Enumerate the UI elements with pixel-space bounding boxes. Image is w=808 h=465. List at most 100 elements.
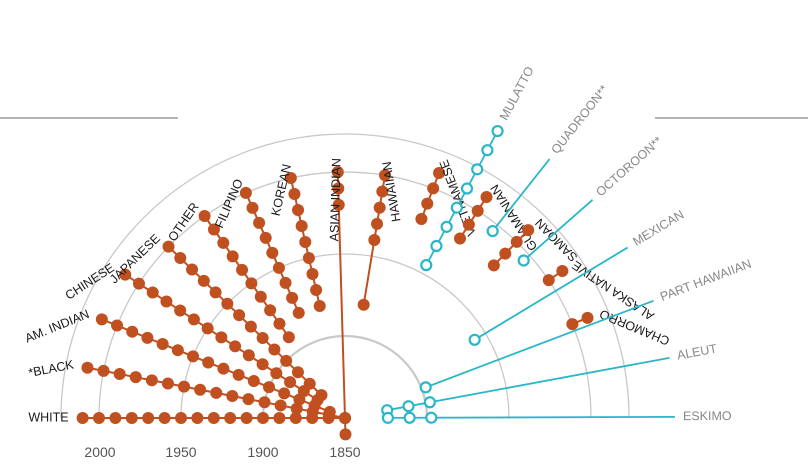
data-point	[273, 412, 286, 424]
data-point	[81, 361, 94, 374]
data-point	[233, 309, 246, 322]
category-label: ALEUT	[676, 341, 719, 362]
data-point	[453, 232, 466, 245]
data-point	[510, 235, 523, 248]
series-line	[474, 246, 629, 341]
data-point	[542, 274, 555, 287]
data-point	[368, 234, 381, 247]
data-point	[315, 389, 328, 402]
category-label: JAPANESE	[107, 231, 163, 286]
category-label: FILIPINO	[212, 177, 246, 231]
data-point	[201, 322, 214, 335]
tick-label: 1950	[165, 444, 196, 460]
data-point	[194, 383, 207, 396]
data-point	[161, 377, 174, 390]
series-line	[491, 158, 551, 232]
data-point	[381, 411, 394, 424]
data-point	[129, 371, 142, 384]
data-point	[270, 367, 283, 380]
series-line	[493, 229, 529, 267]
grid-arc	[180, 253, 510, 419]
series-octoroon: OCTOROON**	[517, 134, 665, 267]
data-point	[282, 331, 295, 344]
data-point	[229, 340, 242, 353]
data-point	[290, 402, 303, 415]
data-point	[186, 263, 199, 276]
series-asian-indian: ASIAN INDIAN	[327, 158, 352, 441]
data-point	[239, 186, 252, 199]
tick-label: 1900	[247, 444, 278, 460]
data-point	[256, 332, 269, 345]
data-point	[187, 350, 200, 363]
category-label: SAMOAN	[532, 216, 580, 265]
category-label: OCTOROON**	[593, 134, 665, 200]
series-line	[420, 172, 440, 220]
data-point	[174, 252, 187, 265]
series-line	[336, 172, 347, 435]
data-point	[178, 380, 191, 393]
data-point	[430, 239, 443, 253]
data-point	[433, 167, 446, 180]
data-point	[187, 313, 200, 326]
category-label: ESKIMO	[683, 409, 732, 423]
series-line	[425, 299, 654, 389]
series-hawaiian: HAWAIIAN	[357, 160, 403, 311]
data-point	[402, 400, 415, 413]
data-point	[242, 349, 255, 362]
data-point	[119, 268, 132, 281]
data-point	[556, 264, 569, 277]
data-point	[142, 412, 155, 424]
tick-label: 2000	[84, 444, 115, 460]
data-point	[323, 405, 336, 418]
data-point	[471, 163, 484, 176]
category-label: MEXICAN	[630, 207, 686, 248]
data-point	[471, 204, 484, 217]
data-point	[202, 356, 215, 369]
data-point	[279, 276, 292, 289]
data-point	[419, 381, 432, 394]
data-point	[480, 191, 493, 204]
data-point	[209, 286, 222, 299]
data-point	[162, 240, 175, 253]
data-point	[224, 412, 237, 424]
data-point	[284, 376, 297, 389]
data-point	[97, 364, 110, 377]
data-point	[132, 277, 145, 290]
data-point	[76, 412, 89, 424]
data-point	[111, 319, 124, 332]
data-point	[236, 263, 249, 276]
data-point	[246, 201, 259, 214]
data-point	[487, 259, 500, 272]
data-point	[171, 344, 184, 357]
data-point	[158, 412, 171, 424]
data-point	[306, 268, 319, 281]
data-point	[468, 333, 481, 346]
data-point	[226, 250, 239, 263]
data-point	[460, 182, 474, 195]
data-point	[175, 412, 187, 424]
data-point	[427, 182, 440, 195]
category-label: WHITE	[28, 410, 68, 424]
data-point	[278, 387, 291, 400]
data-point	[263, 381, 276, 394]
data-point	[266, 246, 279, 259]
series-line	[523, 199, 594, 262]
data-point	[197, 274, 210, 287]
series-line	[203, 215, 290, 338]
data-point	[486, 224, 499, 238]
data-point	[299, 236, 312, 249]
data-point	[109, 412, 122, 424]
data-point	[310, 284, 323, 297]
data-point	[303, 377, 316, 390]
data-point	[421, 197, 434, 210]
data-point	[280, 354, 293, 367]
data-point	[566, 318, 579, 331]
data-point	[313, 300, 326, 313]
data-point	[581, 311, 594, 324]
data-point	[259, 231, 272, 244]
chart-grid	[0, 117, 808, 419]
data-point	[264, 304, 277, 317]
data-point	[425, 411, 438, 424]
data-point	[125, 412, 138, 424]
